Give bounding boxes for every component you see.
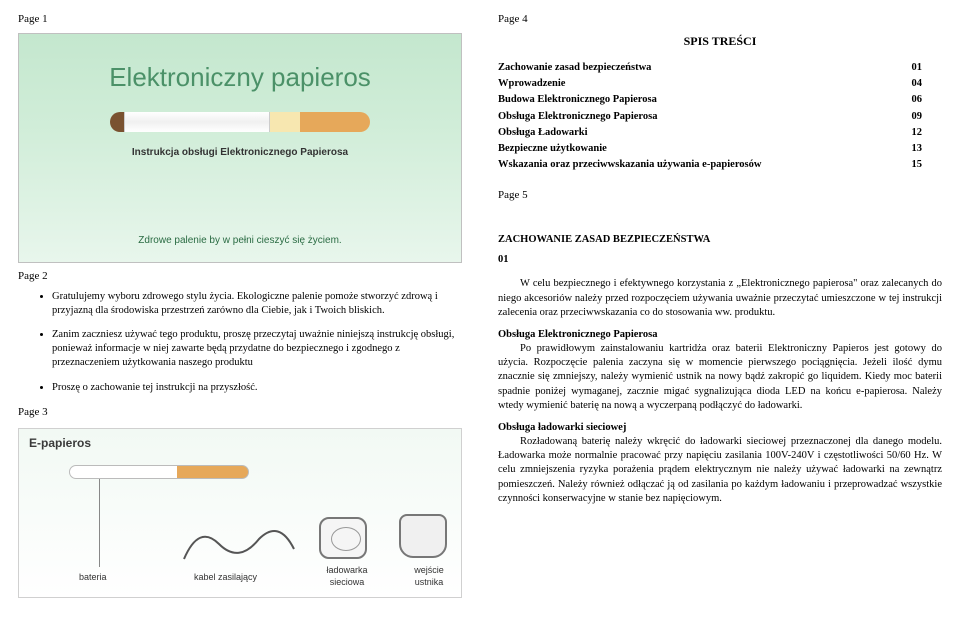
toc-row: Obsługa Elektronicznego Papierosa09: [498, 110, 922, 124]
toc-row: Obsługa Ładowarki12: [498, 126, 922, 140]
charger-icon: [319, 517, 367, 559]
bullet-item: Zanim zaczniesz używać tego produktu, pr…: [52, 328, 462, 371]
diagram-leader-line: [99, 479, 100, 567]
label-bateria: bateria: [79, 571, 107, 583]
cover-footer: Zdrowe palenie by w pełni cieszyć się ży…: [19, 234, 461, 248]
toc-heading: SPIS TREŚCI: [498, 33, 942, 49]
subsection2-title: Obsługa ładowarki sieciowej: [498, 421, 942, 435]
diagram-title: E-papieros: [29, 435, 91, 451]
toc: Zachowanie zasad bezpieczeństwa01 Wprowa…: [498, 61, 942, 172]
cover-subtitle: Instrukcja obsługi Elektronicznego Papie…: [19, 146, 461, 160]
cable-icon: [179, 519, 299, 569]
cover-cigarette-icon: [110, 112, 370, 132]
left-column: Page 1 Elektroniczny papieros Instrukcja…: [0, 0, 480, 640]
page2-label: Page 2: [18, 269, 462, 284]
subsection1-title: Obsługa Elektronicznego Papierosa: [498, 328, 942, 342]
page3-label: Page 3: [18, 405, 462, 420]
intro-bullets: Gratulujemy wyboru zdrowego stylu życia.…: [52, 290, 462, 395]
section-number: 01: [498, 253, 942, 267]
intro-paragraph: W celu bezpiecznego i efektywnego korzys…: [498, 277, 942, 320]
section-title: ZACHOWANIE ZASAD BEZPIECZEŃSTWA: [498, 233, 942, 247]
label-kabel: kabel zasilający: [194, 571, 257, 583]
page4-label: Page 4: [498, 12, 942, 27]
cover-title: Elektroniczny papieros: [19, 60, 461, 95]
components-diagram: E-papieros bateria kabel zasilający łado…: [18, 428, 462, 598]
page1-label: Page 1: [18, 12, 462, 27]
cover-image: Elektroniczny papieros Instrukcja obsług…: [18, 33, 462, 263]
bullet-item: Proszę o zachowanie tej instrukcji na pr…: [52, 381, 462, 395]
bullet-item: Gratulujemy wyboru zdrowego stylu życia.…: [52, 290, 462, 318]
right-column: Page 4 SPIS TREŚCI Zachowanie zasad bezp…: [480, 0, 960, 640]
toc-row: Bezpieczne użytkowanie13: [498, 142, 922, 156]
toc-row: Zachowanie zasad bezpieczeństwa01: [498, 61, 922, 75]
mouthpiece-icon: [399, 514, 447, 558]
label-ustnik: wejście ustnika: [399, 564, 459, 588]
subsection2-body: Rozładowaną baterię należy wkręcić do ła…: [498, 435, 942, 506]
toc-row: Wprowadzenie04: [498, 77, 922, 91]
toc-row: Wskazania oraz przeciwwskazania używania…: [498, 158, 922, 172]
diagram-cigarette-icon: [69, 465, 249, 479]
toc-row: Budowa Elektronicznego Papierosa06: [498, 93, 922, 107]
subsection1-body: Po prawidłowym zainstalowaniu kartridża …: [498, 342, 942, 413]
label-ladowarka: ładowarka sieciowa: [317, 564, 377, 588]
page5-label: Page 5: [498, 188, 942, 203]
